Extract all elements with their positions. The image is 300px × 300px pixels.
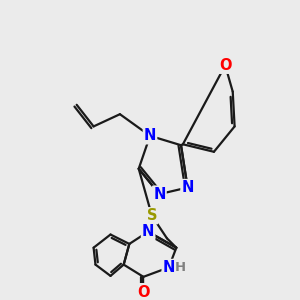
Text: O: O bbox=[219, 58, 232, 73]
Text: N: N bbox=[144, 128, 156, 143]
Text: S: S bbox=[147, 208, 157, 223]
Text: N: N bbox=[182, 180, 194, 195]
Text: N: N bbox=[153, 187, 166, 202]
Text: O: O bbox=[137, 285, 150, 300]
Text: N: N bbox=[163, 260, 175, 275]
Text: H: H bbox=[175, 261, 186, 274]
Text: N: N bbox=[142, 224, 154, 239]
